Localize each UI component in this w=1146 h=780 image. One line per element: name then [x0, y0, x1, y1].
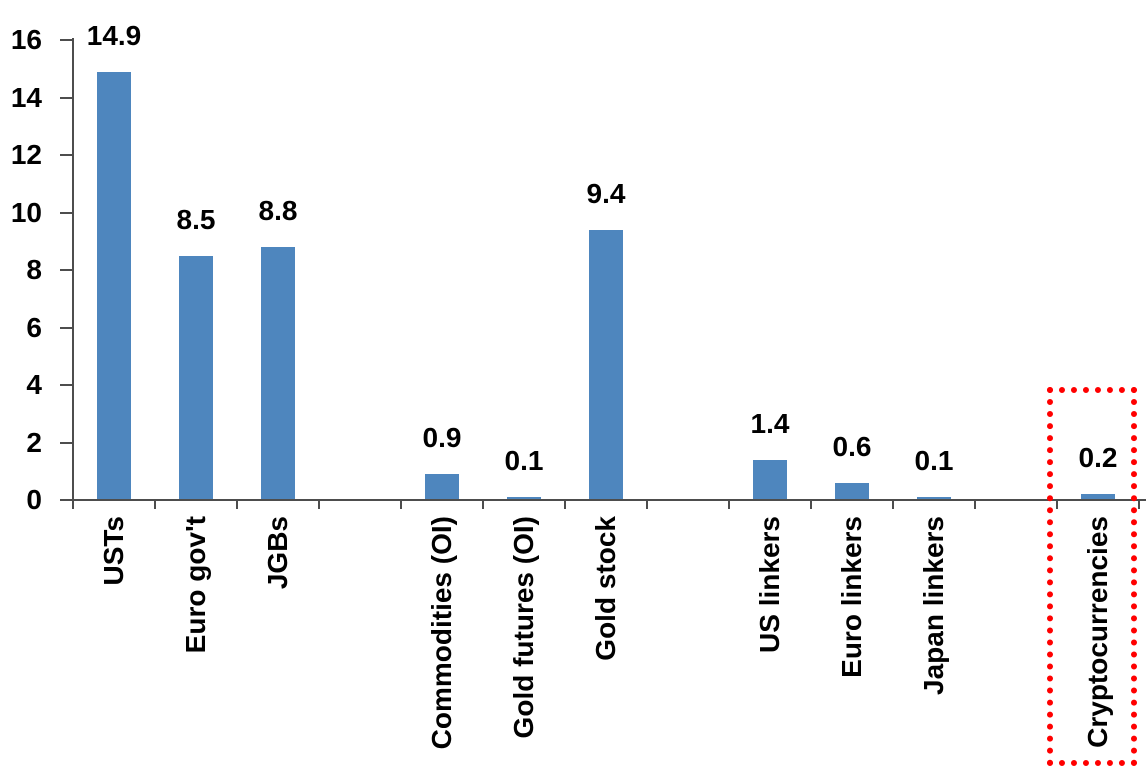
- bar-value-label: 0.6: [832, 430, 872, 462]
- y-axis-tick: [60, 326, 73, 329]
- y-axis-tick-label: 6: [26, 311, 42, 343]
- bar-value-label: 0.2: [1078, 442, 1118, 474]
- y-axis-tick-label: 2: [26, 426, 42, 458]
- x-axis-tick: [892, 500, 894, 509]
- x-category-label: Euro linkers: [836, 516, 867, 678]
- y-axis-tick-label: 10: [10, 196, 42, 228]
- x-axis-tick: [728, 500, 730, 509]
- x-category-label: JGBs: [262, 516, 293, 590]
- bar: [507, 497, 541, 500]
- highlight-box: [1047, 387, 1137, 766]
- bar-value-label: 0.1: [504, 445, 544, 477]
- x-axis-tick: [564, 500, 566, 509]
- y-axis-line: [72, 38, 74, 509]
- y-axis-tick: [60, 154, 73, 156]
- x-category-label: Commodities (OI): [426, 516, 457, 750]
- bar-value-label: 1.4: [750, 407, 790, 439]
- y-axis-tick: [60, 211, 73, 214]
- y-axis-tick-label: 4: [26, 369, 42, 400]
- y-axis-tick-label: 0: [26, 484, 42, 515]
- bar-value-label: 0.9: [422, 422, 462, 454]
- y-axis-tick-label: 14: [10, 81, 42, 113]
- bar: [753, 459, 787, 500]
- x-axis-tick: [154, 500, 156, 509]
- x-category-label: Japan linkers: [918, 516, 949, 695]
- x-axis-line: [72, 499, 1146, 501]
- x-category-label: USTs: [98, 516, 129, 586]
- y-axis-tick: [60, 384, 73, 386]
- x-category-label: US linkers: [754, 516, 785, 653]
- bar-value-label: 8.8: [258, 195, 298, 226]
- x-axis-tick: [810, 500, 812, 509]
- y-axis-tick: [60, 39, 73, 41]
- y-axis-tick: [60, 441, 73, 444]
- bar: [1081, 494, 1115, 500]
- x-axis-tick: [1056, 500, 1058, 509]
- bar: [179, 255, 213, 500]
- bar: [97, 71, 131, 500]
- x-category-label: Euro gov't: [180, 516, 211, 654]
- y-axis-tick: [60, 96, 73, 99]
- y-axis-tick-label: 16: [10, 24, 42, 55]
- bar-value-label: 8.5: [176, 203, 216, 235]
- x-category-label: Gold futures (OI): [508, 516, 539, 739]
- bar-value-label: 9.4: [586, 177, 626, 209]
- x-category-label: Gold stock: [590, 516, 621, 661]
- bar: [589, 229, 623, 500]
- y-axis-tick: [60, 499, 73, 501]
- x-axis-tick: [646, 500, 648, 509]
- x-axis-tick: [318, 500, 320, 509]
- y-axis-tick-label: 8: [26, 254, 42, 285]
- bar: [917, 497, 951, 500]
- y-axis-tick: [60, 269, 73, 271]
- x-axis-tick: [482, 500, 484, 509]
- bar: [835, 482, 869, 500]
- y-axis-tick-label: 12: [10, 139, 42, 170]
- x-axis-tick: [400, 500, 402, 509]
- x-axis-tick: [236, 500, 238, 509]
- x-axis-tick: [974, 500, 976, 509]
- x-axis-tick: [1138, 500, 1140, 509]
- bar-value-label: 14.9: [86, 19, 142, 51]
- bar: [261, 247, 295, 500]
- bar: [425, 474, 459, 500]
- bar-value-label: 0.1: [914, 445, 954, 477]
